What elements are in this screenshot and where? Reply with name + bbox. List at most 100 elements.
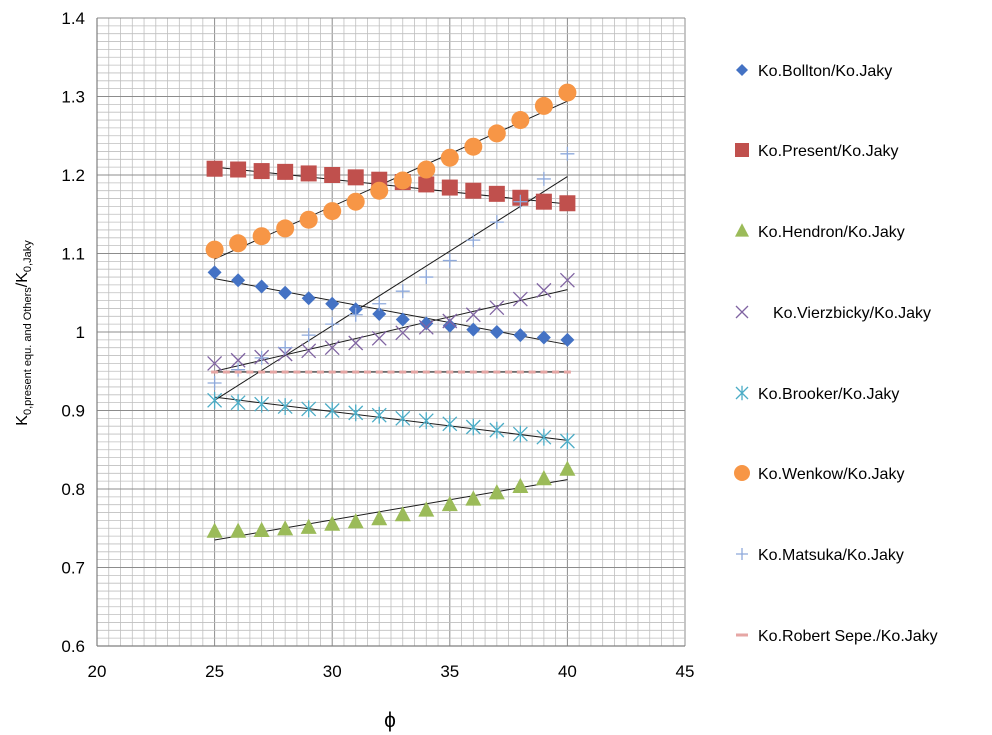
legend-label: Ko.Bollton/Ko.Jaky	[758, 63, 892, 80]
data-point	[440, 148, 459, 167]
x-tick-label: 45	[676, 662, 695, 681]
data-point	[395, 284, 410, 299]
data-point	[560, 146, 575, 161]
x-tick-label: 40	[558, 662, 577, 681]
axis-tick-labels: 20 25 30 35 40 45 0.6 0.7 0.8 0.9 1 1.1 1.2 1.3 1.4	[61, 9, 694, 681]
y-axis-title-sub2: 0,Jaky	[22, 240, 34, 272]
data-point	[371, 330, 387, 346]
y-axis-title: K0,present equ. and Others/K0,Jaky	[14, 240, 34, 426]
data-point	[534, 96, 553, 115]
data-point	[489, 421, 505, 439]
data-point	[736, 548, 748, 560]
data-point	[418, 176, 435, 193]
data-point	[230, 394, 246, 412]
data-point	[442, 313, 458, 329]
data-point	[254, 350, 269, 365]
data-point	[348, 404, 364, 422]
data-point	[489, 300, 505, 316]
data-point	[466, 322, 481, 337]
data-point	[231, 362, 246, 377]
trendline	[214, 396, 568, 441]
x-axis-title: ϕ	[384, 709, 396, 732]
data-point	[276, 219, 295, 238]
data-point	[230, 352, 246, 368]
legend-label: Ko.Matsuka/Ko.Jaky	[758, 547, 904, 564]
data-point	[277, 520, 294, 536]
series-markers	[207, 391, 575, 450]
data-point	[393, 171, 412, 190]
y-tick-label: 1.1	[61, 245, 85, 264]
data-point	[513, 194, 528, 209]
trendline	[214, 479, 568, 541]
y-axis-title-base: K	[14, 415, 31, 426]
data-point	[442, 253, 457, 268]
y-tick-label: 1.4	[61, 9, 85, 28]
data-point	[205, 240, 224, 259]
data-point	[206, 522, 223, 538]
data-point	[347, 169, 364, 186]
data-point	[536, 428, 552, 446]
data-point	[301, 328, 316, 343]
y-tick-label: 0.8	[61, 480, 85, 499]
x-tick-label: 20	[88, 662, 107, 681]
legend: Ko.Bollton/Ko.Jaky Ko.Present/Ko.Jaky Ko.H…	[734, 63, 938, 645]
trendline	[214, 289, 568, 372]
data-point	[418, 501, 435, 517]
series-markers	[206, 460, 576, 538]
data-point	[417, 160, 436, 179]
legend-item: Ko.Matsuka/Ko.Jaky	[736, 547, 904, 564]
data-point	[419, 316, 434, 331]
data-point	[442, 318, 457, 333]
legend-label: Ko.Robert Sepe./Ko.Jaky	[758, 628, 938, 645]
data-point	[441, 495, 458, 512]
data-point	[512, 477, 529, 494]
data-point	[207, 265, 222, 280]
legend-label: Ko.Hendron/Ko.Jaky	[758, 224, 905, 241]
data-point	[466, 233, 481, 248]
data-point	[324, 402, 340, 419]
data-point	[489, 215, 504, 230]
legend-item: Ko.Wenkow/Ko.Jaky	[734, 465, 904, 483]
x-tick-label: 25	[205, 662, 224, 681]
data-point	[348, 335, 364, 351]
y-axis-title-sub1: 0,present equ. and Others	[22, 287, 34, 415]
data-point	[278, 285, 293, 300]
series-markers	[207, 265, 575, 347]
trendline	[214, 278, 568, 346]
data-point	[300, 518, 317, 534]
legend-item: Ko.Bollton/Ko.Jaky	[736, 63, 892, 80]
data-point	[536, 330, 551, 345]
legend-label: Ko.Brooker/Ko.Jaky	[758, 386, 899, 403]
data-point	[324, 515, 341, 531]
data-point	[536, 282, 552, 298]
legend-item: Ko.Present/Ko.Jaky	[735, 143, 899, 160]
data-point	[465, 418, 481, 436]
data-point	[559, 432, 575, 450]
data-point	[559, 195, 576, 212]
data-point	[206, 160, 223, 177]
data-point	[442, 415, 458, 433]
data-point	[395, 312, 410, 327]
x-tick-label: 30	[323, 662, 342, 681]
data-point	[347, 513, 364, 529]
data-point	[253, 521, 270, 538]
series-markers	[205, 83, 577, 259]
data-point	[277, 398, 293, 415]
data-point	[324, 340, 340, 356]
data-point	[254, 395, 270, 413]
data-point	[301, 291, 316, 306]
data-point	[323, 202, 342, 221]
legend-item: Ko.Vierzbicky/Ko.Jaky	[735, 305, 931, 322]
data-point	[487, 124, 506, 143]
data-point	[231, 273, 246, 288]
data-point	[253, 163, 270, 180]
data-point	[301, 400, 317, 418]
series-markers	[207, 146, 575, 391]
legend-item: Ko.Hendron/Ko.Jaky	[735, 223, 905, 241]
data-point	[419, 270, 434, 285]
y-tick-label: 0.7	[61, 559, 85, 578]
data-point	[511, 111, 530, 130]
data-point	[207, 391, 223, 409]
data-point	[371, 406, 387, 424]
